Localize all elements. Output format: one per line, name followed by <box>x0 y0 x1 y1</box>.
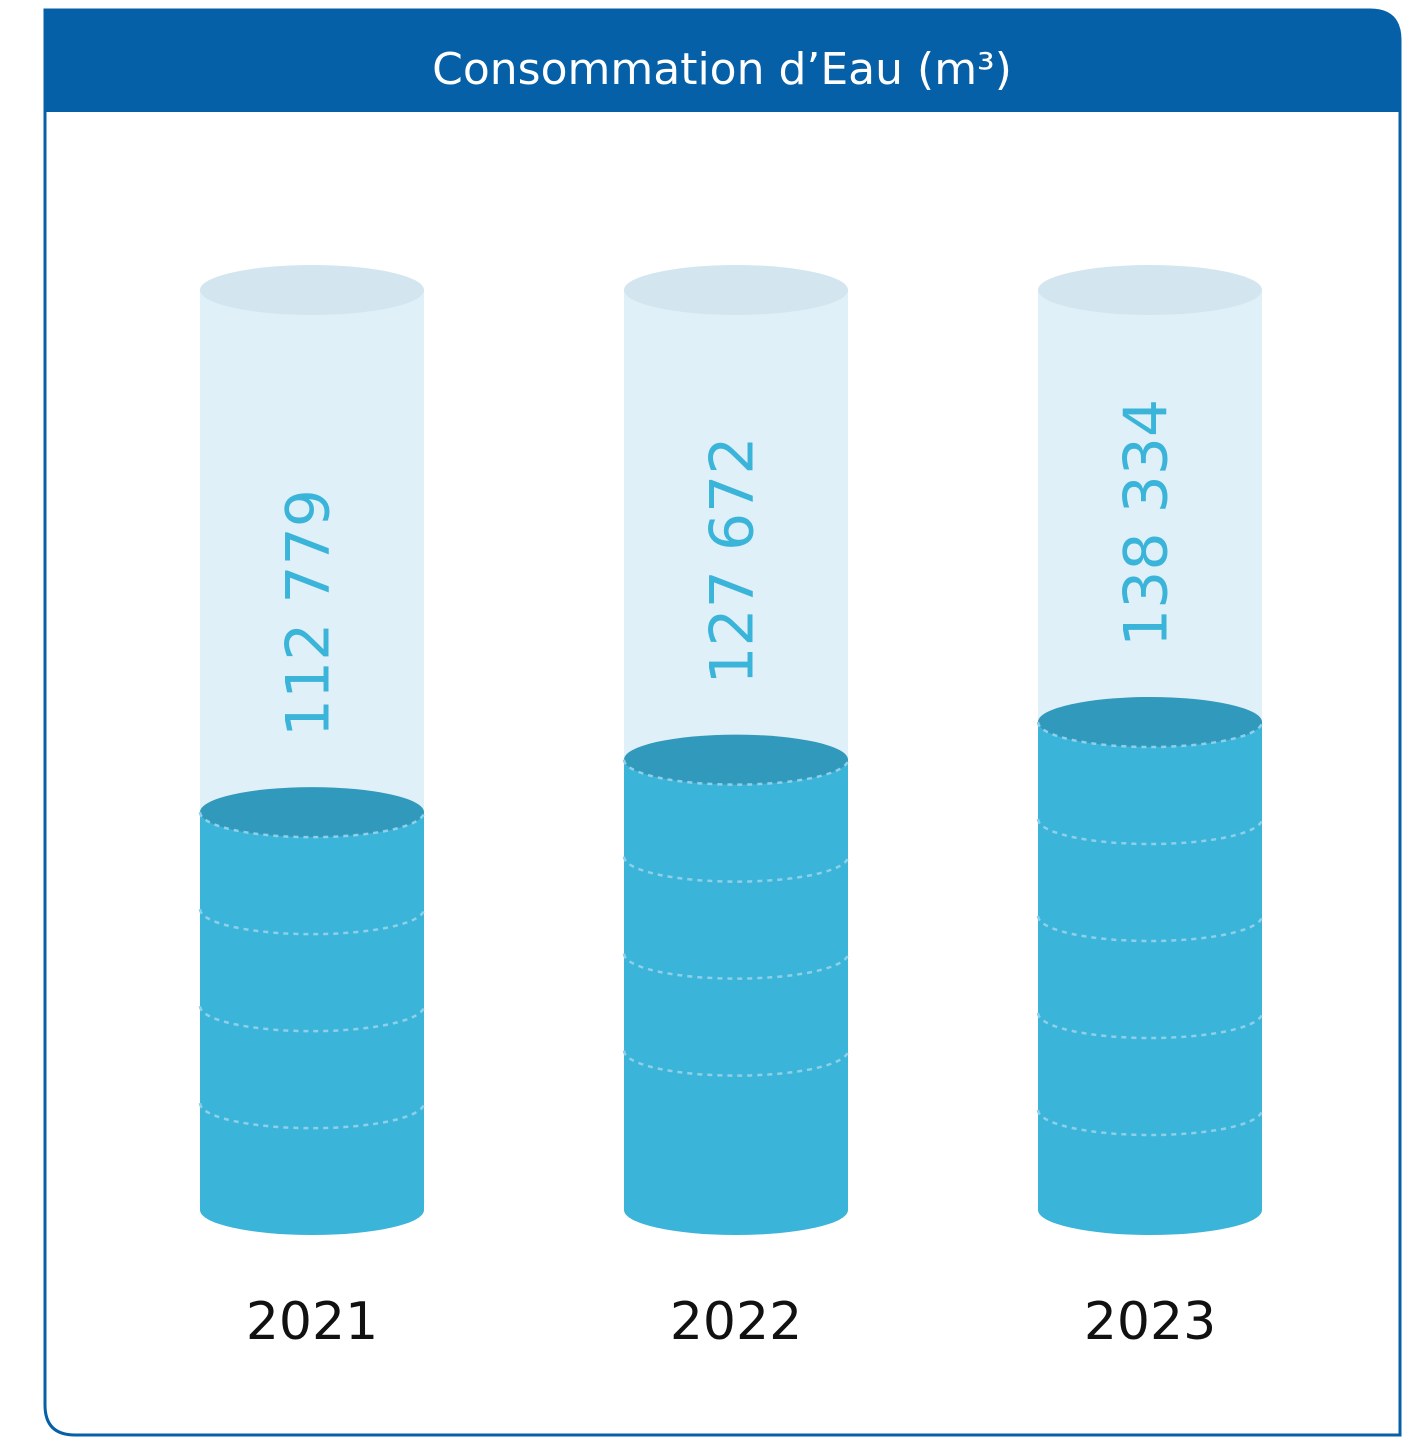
x-tick-label: 2021 <box>246 1292 378 1352</box>
header <box>45 10 1400 112</box>
tube-top <box>624 265 848 315</box>
x-tick-label: 2023 <box>1084 1292 1216 1352</box>
bar <box>200 812 424 1235</box>
tube-top <box>1038 265 1262 315</box>
value-label: 112 779 <box>274 489 344 737</box>
chart-title: Consommation d’Eau (m³) <box>432 44 1012 95</box>
bar <box>1038 722 1262 1235</box>
water-surface <box>1038 697 1262 747</box>
value-label: 138 334 <box>1112 399 1182 647</box>
x-tick-label: 2022 <box>670 1292 802 1352</box>
value-label: 127 672 <box>698 436 768 684</box>
bar <box>624 759 848 1235</box>
water-surface <box>624 734 848 785</box>
tube-top <box>200 265 424 315</box>
water-surface <box>200 787 424 838</box>
